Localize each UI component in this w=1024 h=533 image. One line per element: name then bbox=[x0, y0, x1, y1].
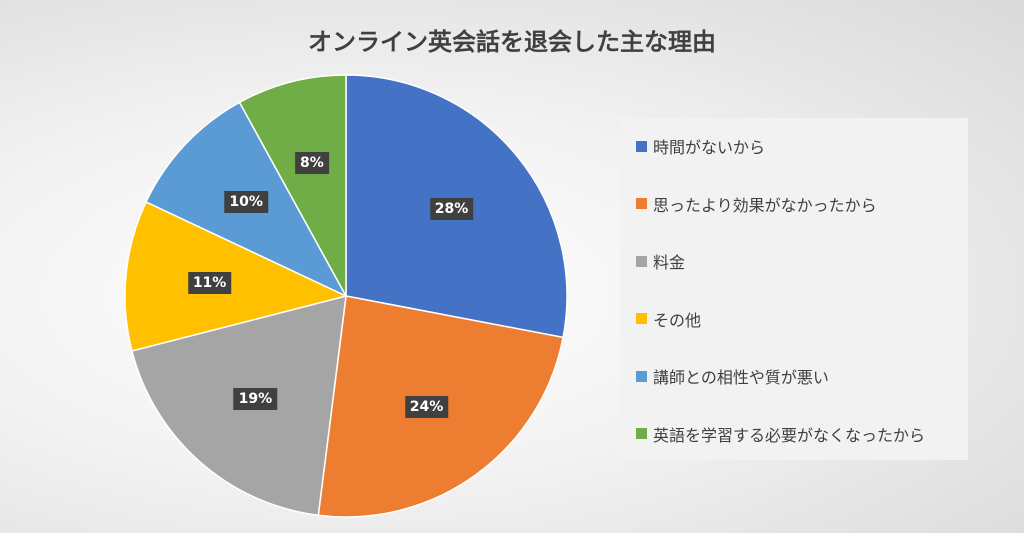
legend-label: 思ったより効果がなかったから bbox=[653, 195, 877, 215]
legend-label: 時間がないから bbox=[653, 138, 766, 157]
legend-label: その他 bbox=[653, 310, 702, 330]
legend-swatch bbox=[636, 140, 647, 152]
legend-swatch bbox=[636, 428, 647, 439]
legend-swatch bbox=[636, 255, 647, 267]
legend-label: 講師との相性や質が悪い bbox=[653, 368, 829, 387]
legend-label: 料金 bbox=[653, 253, 686, 272]
pie-slice bbox=[124, 200, 349, 352]
slice-data-label: 24% bbox=[404, 395, 449, 418]
legend-swatch bbox=[636, 370, 647, 382]
legend-label: 英語を学習する必要がなくなったから bbox=[653, 425, 926, 445]
pie-slice bbox=[238, 74, 347, 297]
legend-item: 料金 bbox=[636, 249, 685, 273]
slice-data-label: 8% bbox=[295, 152, 329, 175]
slice-data-label: 10% bbox=[224, 191, 268, 214]
legend-swatch bbox=[636, 198, 647, 209]
legend-item: その他 bbox=[636, 307, 701, 331]
slice-data-label: 11% bbox=[187, 272, 232, 295]
chart-title: オンライン英会話を退会した主な理由 bbox=[308, 28, 716, 56]
legend-item: 時間がないから bbox=[636, 134, 765, 158]
legend-item: 講師との相性や質が悪い bbox=[636, 364, 829, 388]
legend: 時間がないから思ったより効果がなかったから 料金その他講師との相性や質が悪い英語を… bbox=[620, 118, 968, 460]
legend-swatch bbox=[636, 313, 647, 324]
slice-data-label: 28% bbox=[429, 197, 474, 220]
legend-item: 英語を学習する必要がなくなったから bbox=[636, 422, 925, 446]
slice-data-label: 19% bbox=[233, 387, 278, 410]
legend-item: 思ったより効果がなかったから bbox=[636, 192, 877, 216]
